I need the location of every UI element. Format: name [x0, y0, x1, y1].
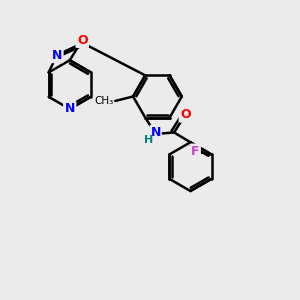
Text: O: O: [180, 108, 191, 121]
Text: N: N: [52, 49, 62, 62]
Text: H: H: [145, 135, 154, 145]
Text: F: F: [191, 145, 200, 158]
Text: N: N: [151, 126, 161, 139]
Text: O: O: [77, 34, 88, 46]
Text: N: N: [64, 103, 75, 116]
Text: CH₃: CH₃: [94, 96, 114, 106]
